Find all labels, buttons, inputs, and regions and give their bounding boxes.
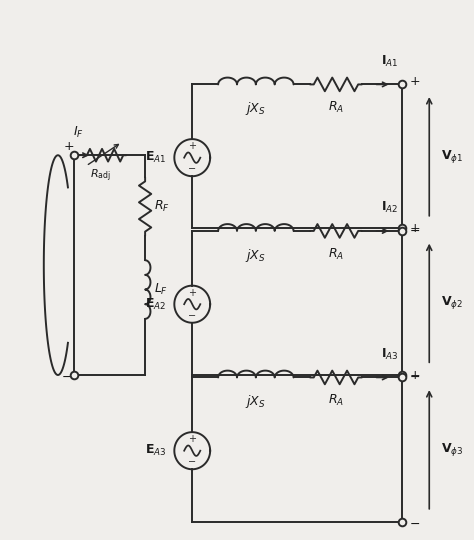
Text: +: +	[410, 222, 420, 235]
Text: $R_A$: $R_A$	[328, 247, 344, 262]
Text: $I_F$: $I_F$	[73, 125, 84, 140]
Text: −: −	[410, 517, 420, 530]
Text: $jX_S$: $jX_S$	[246, 100, 266, 117]
Text: $\mathbf{I}_{A2}$: $\mathbf{I}_{A2}$	[382, 200, 399, 215]
Text: +: +	[188, 434, 196, 444]
Text: $R_A$: $R_A$	[328, 393, 344, 408]
Text: −: −	[188, 310, 196, 321]
Text: $R_F$: $R_F$	[154, 199, 169, 214]
Text: +: +	[64, 140, 74, 153]
Text: $jX_S$: $jX_S$	[246, 393, 266, 410]
Text: $L_F$: $L_F$	[154, 282, 168, 297]
Text: −: −	[410, 225, 420, 238]
Text: +: +	[188, 288, 196, 298]
Text: +: +	[410, 76, 420, 89]
Text: $\mathbf{V}_{\phi 2}$: $\mathbf{V}_{\phi 2}$	[440, 294, 463, 312]
Text: $\mathbf{E}_{A1}$: $\mathbf{E}_{A1}$	[145, 150, 166, 165]
Text: $\mathbf{I}_{A3}$: $\mathbf{I}_{A3}$	[381, 347, 399, 362]
Text: $R_A$: $R_A$	[328, 100, 344, 115]
Text: +: +	[188, 141, 196, 151]
Text: $R_\mathrm{adj}$: $R_\mathrm{adj}$	[91, 167, 111, 184]
Text: $\mathbf{V}_{\phi 1}$: $\mathbf{V}_{\phi 1}$	[440, 148, 463, 165]
Text: $\mathbf{E}_{A3}$: $\mathbf{E}_{A3}$	[145, 443, 166, 458]
Text: $\mathbf{E}_{A2}$: $\mathbf{E}_{A2}$	[145, 296, 166, 312]
Text: $\mathbf{I}_{A1}$: $\mathbf{I}_{A1}$	[382, 53, 399, 69]
Text: $\mathbf{V}_{\phi 3}$: $\mathbf{V}_{\phi 3}$	[440, 441, 463, 458]
Text: $jX_S$: $jX_S$	[246, 247, 266, 264]
Text: −: −	[188, 457, 196, 467]
Text: −: −	[410, 371, 420, 384]
Text: −: −	[188, 164, 196, 174]
Text: +: +	[410, 368, 420, 381]
Text: −: −	[62, 370, 72, 383]
